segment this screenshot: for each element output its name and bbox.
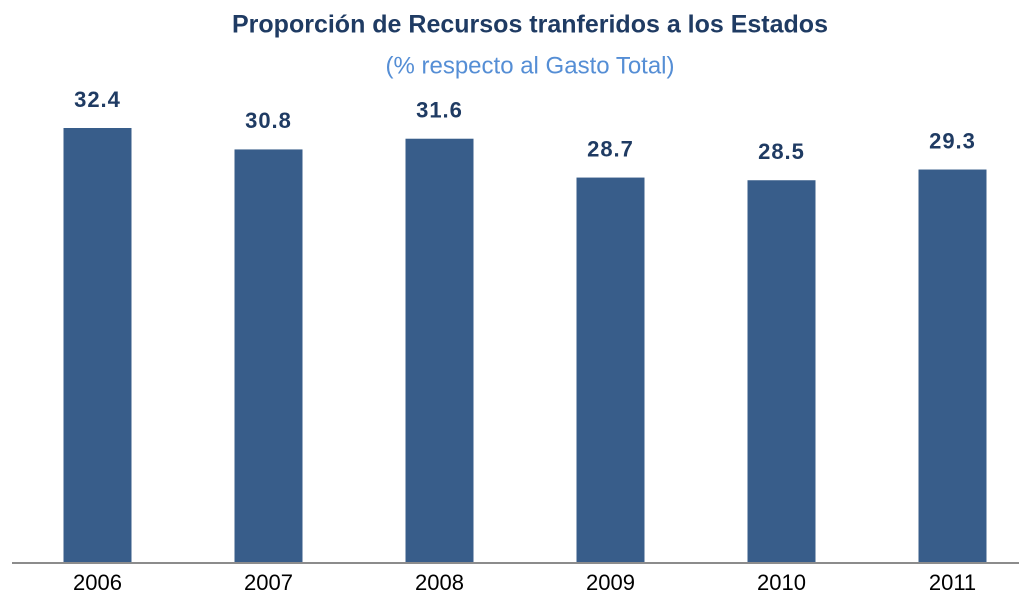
bar	[747, 180, 816, 563]
value-label: 32.4	[74, 87, 121, 112]
x-tick-label: 2011	[929, 570, 976, 595]
value-label: 29.3	[929, 128, 976, 153]
bar	[918, 169, 987, 562]
x-tick-label: 2008	[415, 570, 464, 595]
bar	[234, 149, 303, 562]
value-label: 28.5	[758, 139, 805, 164]
chart-title: Proporción de Recursos tranferidos a los…	[232, 11, 828, 39]
x-tick-label: 2009	[586, 570, 635, 595]
bar	[405, 138, 474, 562]
value-label: 31.6	[416, 98, 463, 123]
value-label: 30.8	[245, 108, 292, 133]
x-tick-label: 2006	[73, 570, 122, 595]
x-tick-label: 2010	[757, 570, 806, 595]
x-tick-label: 2007	[244, 570, 293, 595]
bar	[576, 177, 645, 563]
bar	[63, 128, 132, 562]
chart-subtitle: (% respecto al Gasto Total)	[385, 52, 674, 79]
value-label: 28.7	[587, 136, 634, 161]
